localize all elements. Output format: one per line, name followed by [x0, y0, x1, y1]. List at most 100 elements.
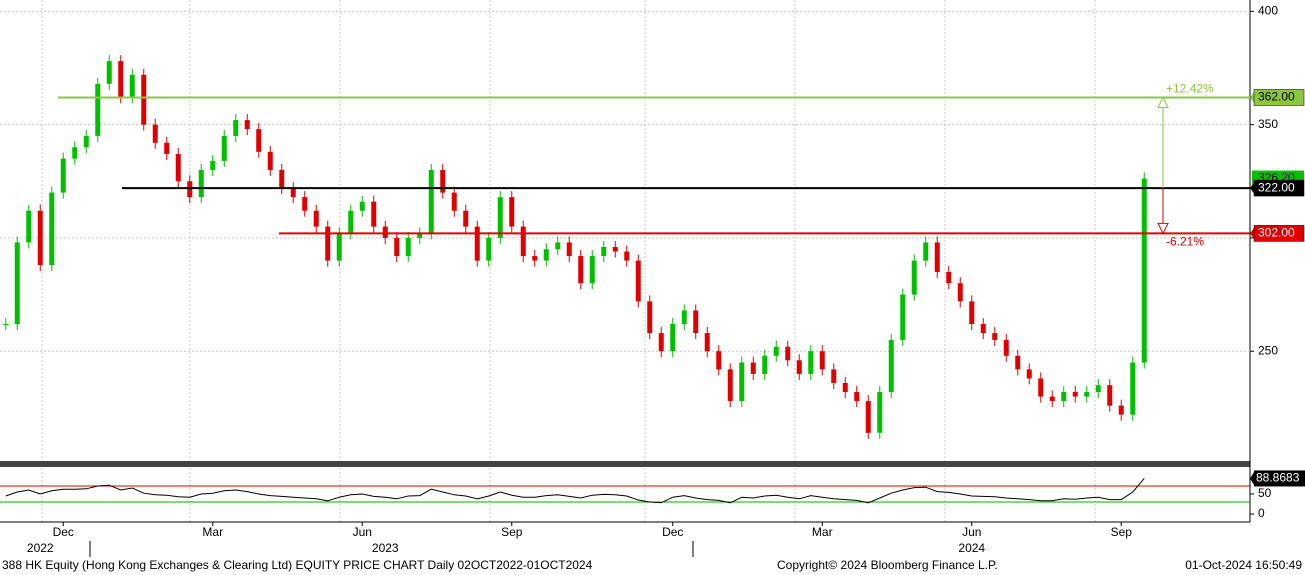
- candle-body: [1130, 362, 1136, 415]
- candle-body: [957, 283, 963, 302]
- candle-body: [233, 120, 239, 136]
- candle-body: [417, 233, 423, 238]
- candle-body: [313, 210, 319, 227]
- candle-body: [877, 392, 883, 433]
- footer-right: 01-Oct-2024 16:50:49: [1185, 558, 1302, 572]
- candle-body: [969, 301, 975, 325]
- y-tick-label: 350: [1258, 117, 1278, 131]
- candle-body: [681, 310, 687, 325]
- candle-body: [693, 310, 699, 334]
- candle-body: [106, 61, 112, 84]
- candle-body: [72, 147, 78, 159]
- candle-body: [152, 124, 158, 143]
- candle-body: [1072, 392, 1078, 397]
- x-tick-label: Dec: [662, 525, 683, 539]
- candle-body: [980, 324, 986, 334]
- candle-body: [819, 351, 825, 370]
- candle-body: [118, 61, 124, 98]
- candle-body: [359, 201, 365, 211]
- candle-body: [1026, 369, 1032, 379]
- candle-body: [486, 237, 492, 261]
- candle-body: [290, 188, 296, 198]
- candle-body: [348, 210, 354, 234]
- candle-body: [509, 197, 515, 227]
- candle-body: [635, 260, 641, 302]
- x-tick-label: Dec: [53, 525, 74, 539]
- x-tick-label: Jun: [962, 525, 981, 539]
- candle-body: [1003, 339, 1009, 356]
- candle-body: [992, 333, 998, 340]
- candle-body: [543, 249, 549, 261]
- candle-body: [210, 160, 216, 170]
- level-label: 302.00: [1258, 226, 1295, 240]
- candle-body: [244, 120, 250, 130]
- year-label: 2022: [27, 541, 54, 555]
- candle-body: [382, 226, 388, 238]
- footer-center: Copyright© 2024 Bloomberg Finance L.P.: [777, 558, 998, 572]
- level-label: 322.00: [1258, 180, 1295, 194]
- candle-body: [1049, 396, 1055, 402]
- candle-body: [256, 129, 262, 152]
- candle-body: [164, 142, 170, 155]
- candle-body: [842, 382, 848, 393]
- candle-body: [532, 256, 538, 261]
- candle-body: [302, 197, 308, 211]
- x-tick-label: Sep: [1111, 525, 1133, 539]
- year-label: 2023: [372, 541, 399, 555]
- candle-body: [773, 346, 779, 356]
- candle-body: [911, 260, 917, 295]
- candle-body: [888, 339, 894, 393]
- candle-body: [612, 246, 618, 252]
- candle-body: [647, 301, 653, 334]
- candle-body: [198, 169, 204, 198]
- x-tick-label: Sep: [501, 525, 523, 539]
- candle-body: [405, 237, 411, 257]
- candle-body: [3, 324, 9, 326]
- candle-body: [750, 362, 756, 374]
- rsi-last-box: [1254, 470, 1305, 487]
- candle-body: [704, 333, 710, 352]
- candle-body: [555, 242, 561, 250]
- candle-body: [1061, 392, 1067, 402]
- rsi-line: [5, 478, 1145, 504]
- y-tick-label: 50: [1258, 486, 1272, 500]
- candle-body: [26, 210, 32, 243]
- annotation: +12.42%: [1166, 82, 1214, 96]
- x-tick-label: Mar: [812, 525, 833, 539]
- candle-body: [187, 181, 193, 198]
- candle-body: [221, 135, 227, 161]
- candle-body: [95, 83, 101, 136]
- candle-body: [325, 226, 331, 261]
- candle-body: [1107, 385, 1113, 406]
- candle-body: [658, 333, 664, 352]
- annotation: -6.21%: [1166, 235, 1204, 249]
- up-arrow-head: [1157, 96, 1169, 108]
- candle-body: [37, 210, 43, 266]
- candle-body: [49, 192, 55, 266]
- candle-body: [670, 324, 676, 352]
- candle-body: [785, 346, 791, 361]
- candle-body: [1038, 378, 1044, 397]
- candle-body: [865, 401, 871, 433]
- candle-body: [129, 74, 135, 98]
- candle-body: [394, 237, 400, 257]
- y-tick-label: 400: [1258, 4, 1278, 18]
- candle-body: [578, 256, 584, 284]
- x-tick-label: Mar: [202, 525, 223, 539]
- candle-body: [1118, 405, 1124, 415]
- candle-body: [900, 294, 906, 340]
- candle-body: [279, 169, 285, 189]
- candle-body: [1095, 385, 1101, 393]
- candle-body: [808, 351, 814, 374]
- candle-body: [624, 251, 630, 261]
- year-label: 2024: [958, 541, 985, 555]
- candle-body: [451, 192, 457, 211]
- candle-body: [762, 355, 768, 374]
- candle-body: [463, 210, 469, 227]
- rsi-last-label: 88.8683: [1256, 471, 1300, 485]
- candle-body: [60, 158, 66, 193]
- candle-body: [14, 242, 20, 325]
- level-box: [1253, 89, 1305, 106]
- candle-body: [1084, 392, 1090, 397]
